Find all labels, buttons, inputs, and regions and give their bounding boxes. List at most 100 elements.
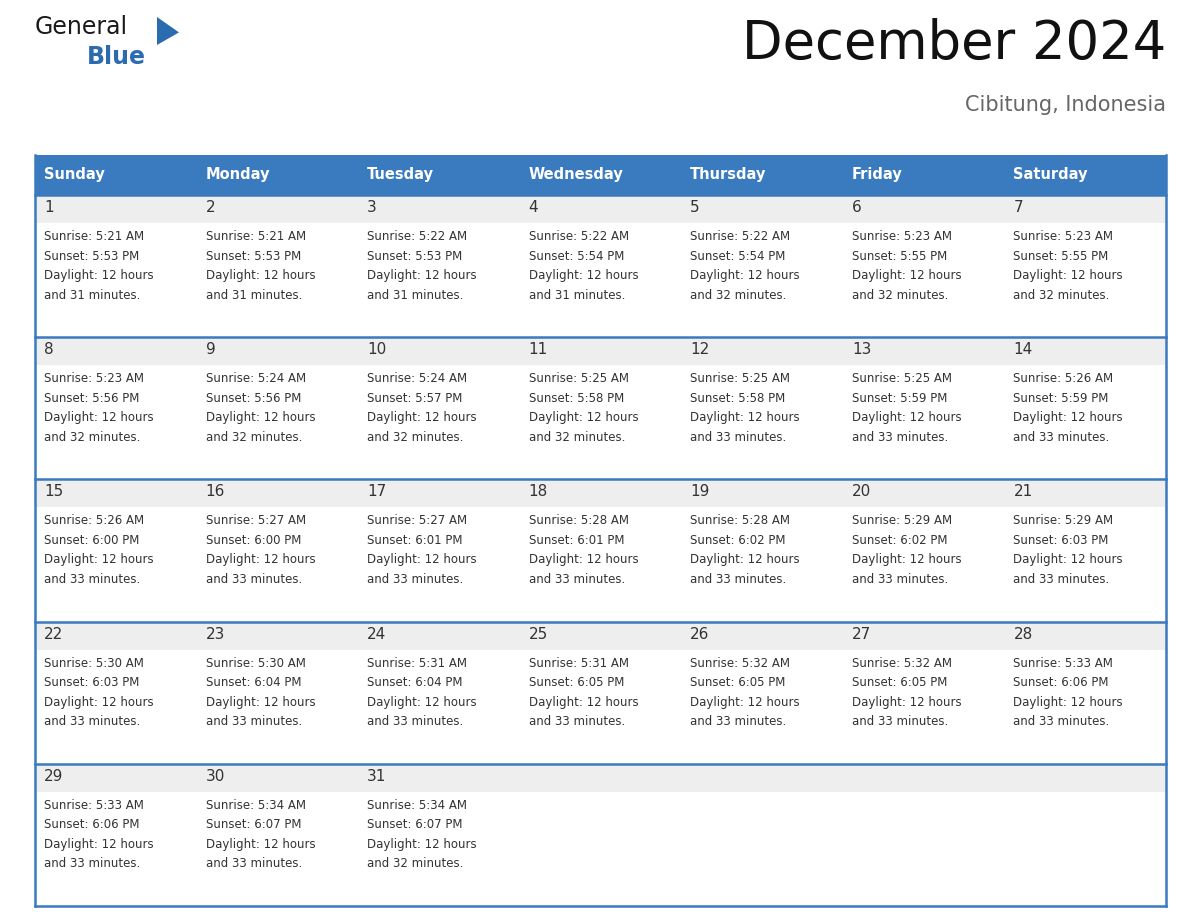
Text: 23: 23 [206,627,225,642]
Text: Daylight: 12 hours: Daylight: 12 hours [1013,269,1123,282]
Text: Sunrise: 5:22 AM: Sunrise: 5:22 AM [367,230,467,243]
Text: Sunrise: 5:27 AM: Sunrise: 5:27 AM [206,514,305,528]
Text: Sunset: 6:06 PM: Sunset: 6:06 PM [44,818,139,832]
Text: Sunrise: 5:23 AM: Sunrise: 5:23 AM [1013,230,1113,243]
Bar [358,508,519,621]
Text: 26: 26 [690,627,709,642]
Text: Sunset: 6:02 PM: Sunset: 6:02 PM [852,534,947,547]
Text: Sunset: 5:56 PM: Sunset: 5:56 PM [206,392,301,405]
Text: Daylight: 12 hours: Daylight: 12 hours [44,838,153,851]
Text: 25: 25 [529,627,548,642]
Text: 8: 8 [44,342,53,357]
Bar [34,508,196,621]
Text: Sunset: 5:53 PM: Sunset: 5:53 PM [44,250,139,263]
Text: Sunset: 6:04 PM: Sunset: 6:04 PM [206,676,301,689]
Bar [681,337,842,365]
Text: 18: 18 [529,485,548,499]
Bar [1004,650,1165,764]
Bar [519,155,681,195]
Text: Daylight: 12 hours: Daylight: 12 hours [852,269,961,282]
Bar [1004,223,1165,337]
Bar [681,792,842,906]
Text: Daylight: 12 hours: Daylight: 12 hours [367,269,476,282]
Text: Sunset: 6:05 PM: Sunset: 6:05 PM [529,676,624,689]
Text: Sunset: 5:57 PM: Sunset: 5:57 PM [367,392,462,405]
Text: Sunrise: 5:30 AM: Sunrise: 5:30 AM [44,656,144,669]
Text: Sunset: 6:03 PM: Sunset: 6:03 PM [1013,534,1108,547]
Bar [1004,621,1165,650]
Bar [519,621,681,650]
Bar [34,764,196,792]
Text: Sunrise: 5:33 AM: Sunrise: 5:33 AM [1013,656,1113,669]
Text: Sunset: 5:59 PM: Sunset: 5:59 PM [1013,392,1108,405]
Text: 12: 12 [690,342,709,357]
Text: 11: 11 [529,342,548,357]
Bar [681,650,842,764]
Text: Sunrise: 5:22 AM: Sunrise: 5:22 AM [690,230,790,243]
Bar [358,337,519,365]
Bar [358,650,519,764]
Text: and 32 minutes.: and 32 minutes. [690,288,786,301]
Text: 27: 27 [852,627,871,642]
Text: 24: 24 [367,627,386,642]
Bar [842,479,1004,508]
Text: and 33 minutes.: and 33 minutes. [852,573,948,586]
Text: and 32 minutes.: and 32 minutes. [367,857,463,870]
Bar [196,479,358,508]
Text: December 2024: December 2024 [741,18,1165,70]
Text: Saturday: Saturday [1013,167,1088,183]
Bar [519,508,681,621]
Text: Sunrise: 5:32 AM: Sunrise: 5:32 AM [852,656,952,669]
Text: and 31 minutes.: and 31 minutes. [44,288,140,301]
Text: Sunrise: 5:33 AM: Sunrise: 5:33 AM [44,799,144,812]
Bar [681,195,842,223]
Text: Sunrise: 5:26 AM: Sunrise: 5:26 AM [44,514,144,528]
Text: Sunrise: 5:25 AM: Sunrise: 5:25 AM [529,372,628,386]
Text: Daylight: 12 hours: Daylight: 12 hours [44,554,153,566]
Bar [358,764,519,792]
Bar [358,479,519,508]
Text: and 31 minutes.: and 31 minutes. [206,288,302,301]
Bar [196,365,358,479]
Text: Daylight: 12 hours: Daylight: 12 hours [690,411,800,424]
Text: and 32 minutes.: and 32 minutes. [1013,288,1110,301]
Text: 22: 22 [44,627,63,642]
Text: Sunset: 5:58 PM: Sunset: 5:58 PM [529,392,624,405]
Bar [842,155,1004,195]
Bar [519,764,681,792]
Text: Daylight: 12 hours: Daylight: 12 hours [529,696,638,709]
Text: Sunset: 5:53 PM: Sunset: 5:53 PM [206,250,301,263]
Text: Sunset: 5:53 PM: Sunset: 5:53 PM [367,250,462,263]
Bar [34,650,196,764]
Text: Daylight: 12 hours: Daylight: 12 hours [529,554,638,566]
Text: 21: 21 [1013,485,1032,499]
Bar [34,155,196,195]
Text: 17: 17 [367,485,386,499]
Bar [34,337,196,365]
Text: Daylight: 12 hours: Daylight: 12 hours [1013,554,1123,566]
Text: and 32 minutes.: and 32 minutes. [206,431,302,443]
Text: Sunset: 6:01 PM: Sunset: 6:01 PM [529,534,624,547]
Text: and 33 minutes.: and 33 minutes. [44,857,140,870]
Text: Daylight: 12 hours: Daylight: 12 hours [852,411,961,424]
Text: Sunset: 6:03 PM: Sunset: 6:03 PM [44,676,139,689]
Text: 16: 16 [206,485,225,499]
Bar [681,764,842,792]
Bar [34,195,196,223]
Bar [1004,195,1165,223]
Bar [34,365,196,479]
Text: Sunset: 6:07 PM: Sunset: 6:07 PM [206,818,301,832]
Bar [196,621,358,650]
Bar [1004,508,1165,621]
Text: Daylight: 12 hours: Daylight: 12 hours [529,411,638,424]
Text: and 33 minutes.: and 33 minutes. [1013,573,1110,586]
Text: and 33 minutes.: and 33 minutes. [529,715,625,728]
Text: Daylight: 12 hours: Daylight: 12 hours [367,696,476,709]
Text: Sunset: 6:07 PM: Sunset: 6:07 PM [367,818,462,832]
Text: and 32 minutes.: and 32 minutes. [852,288,948,301]
Text: Sunrise: 5:21 AM: Sunrise: 5:21 AM [44,230,144,243]
Text: Daylight: 12 hours: Daylight: 12 hours [690,696,800,709]
Bar [519,365,681,479]
Text: 14: 14 [1013,342,1032,357]
Text: Sunrise: 5:23 AM: Sunrise: 5:23 AM [44,372,144,386]
